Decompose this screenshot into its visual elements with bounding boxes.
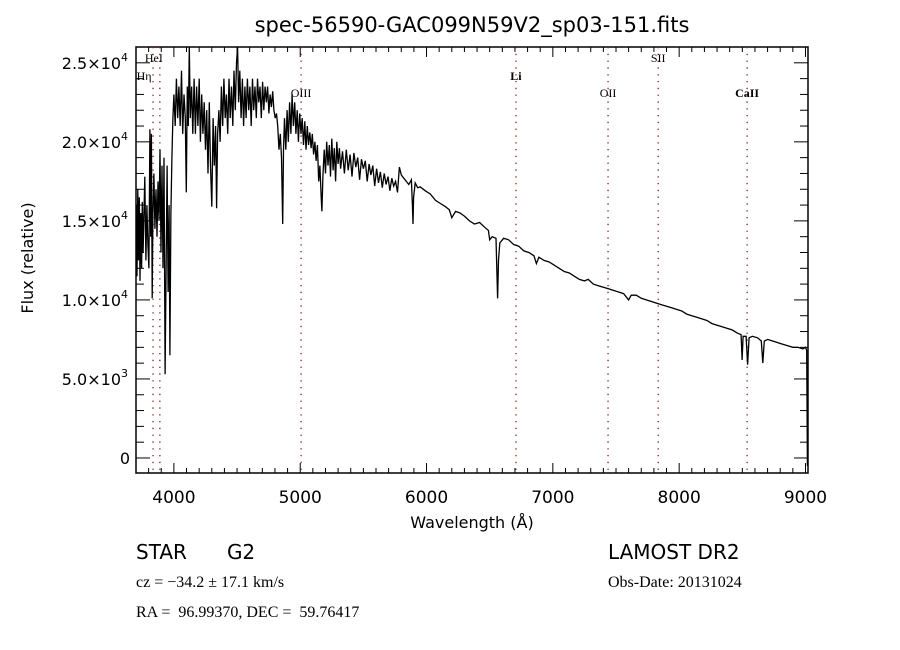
y-tick-exponent: 4 [121,130,128,143]
object-class: STAR [136,540,187,564]
subclass: G2 [226,540,256,564]
x-axis-label: Wavelength (Å) [410,513,533,532]
spectral-line-label: Hη [137,69,152,83]
y-tick-label: 0 [120,449,130,468]
flux-series-line [135,46,809,466]
spectral-line-label: Li [510,69,522,83]
x-tick-label: 7000 [531,488,574,508]
spectral-line-label: OIII [291,86,312,100]
y-tick-exponent: 3 [121,367,128,380]
y-tick-label: 1.5×10 [62,212,121,231]
y-tick-exponent: 4 [121,288,128,301]
survey-label: LAMOST DR2 [608,540,740,564]
chart-title: spec-56590-GAC099N59V2_sp03-151.fits [255,13,690,38]
obs-date-text: Obs-Date: 20131024 [608,574,742,591]
spectral-line-label: SII [651,51,666,65]
x-tick-label: 9000 [784,488,827,508]
x-tick-label: 4000 [152,488,195,508]
spectral-line-label: CaII [735,86,759,100]
x-tick-label: 5000 [279,488,322,508]
x-tick-label: 6000 [405,488,448,508]
x-tick-label: 8000 [658,488,701,508]
y-tick-exponent: 4 [121,51,128,64]
y-tick-label: 1.0×10 [62,291,121,310]
object-class-row: STAR G2 [136,540,255,564]
plot-frame [135,46,809,474]
redshift-text: cz = −34.2 ± 17.1 km/s [136,574,285,591]
y-tick-exponent: 4 [121,209,128,222]
spectral-line-markers: Hη HeI OIII Li OII SII CaII [137,47,759,473]
spectral-line-label: OII [600,86,617,100]
spectral-line-label: HeI [145,51,163,65]
y-tick-label: 2.0×10 [62,133,121,152]
y-tick-label: 5.0×10 [62,370,121,389]
y-axis-label: Flux (relative) [18,202,37,313]
coordinates-text: RA = 96.99370, DEC = 59.76417 [136,604,360,621]
y-tick-label: 2.5×10 [62,54,121,73]
